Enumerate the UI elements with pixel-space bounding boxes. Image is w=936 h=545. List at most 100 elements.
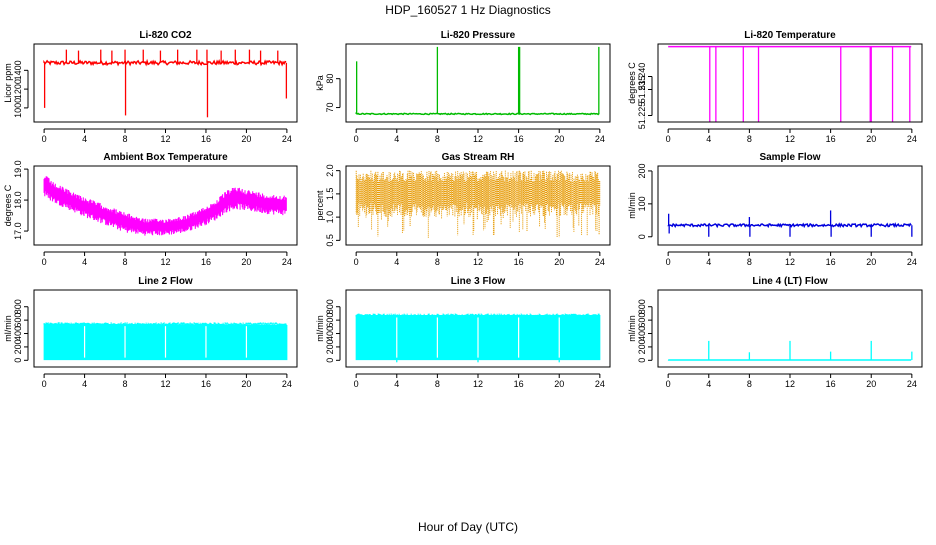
y-tick-label: 0 [325,358,335,363]
x-tick-label: 12 [473,379,483,389]
x-tick-label: 12 [785,379,795,389]
y-tick-label: 1000 [13,98,23,118]
x-tick-label: 8 [435,379,440,389]
x-tick-label: 4 [82,379,87,389]
series [668,210,912,236]
series-band [356,171,600,238]
y-tick-label: 1.5 [325,188,335,201]
x-tick-label: 20 [241,134,251,144]
x-tick-label: 20 [554,379,564,389]
x-tick-label: 20 [241,257,251,267]
series-band [44,176,286,235]
panel-title: Ambient Box Temperature [103,152,228,163]
y-axis-label: degrees C [3,184,13,226]
x-tick-label: 24 [282,134,292,144]
panel-title: Line 3 Flow [451,276,506,287]
x-tick-label: 12 [160,379,170,389]
x-tick-label: 8 [123,257,128,267]
x-tick-label: 16 [514,134,524,144]
x-tick-label: 16 [201,134,211,144]
x-tick-label: 8 [123,134,128,144]
plot-frame [34,44,297,122]
y-tick-label: 200 [637,163,647,178]
x-tick-label: 16 [514,257,524,267]
figure-title: HDP_160527 1 Hz Diagnostics [385,3,550,17]
x-tick-label: 16 [826,257,836,267]
x-tick-label: 12 [785,134,795,144]
x-tick-label: 20 [241,379,251,389]
x-tick-label: 16 [826,379,836,389]
panel-title: Li-820 Temperature [744,30,836,41]
plot-frame [658,44,922,122]
y-axis-label: kPa [315,75,325,91]
x-tick-label: 8 [747,257,752,267]
x-tick-label: 24 [282,379,292,389]
series [356,171,600,238]
y-axis-label: ml/min [627,192,637,219]
y-tick-label: 0.5 [325,234,335,247]
x-tick-label: 4 [82,134,87,144]
x-tick-label: 0 [666,379,671,389]
series [356,47,599,115]
series-line [356,113,599,114]
y-tick-label: 2.0 [325,164,335,177]
y-tick-label: 0 [637,234,647,239]
x-tick-label: 0 [354,257,359,267]
y-axis-label: ml/min [3,315,13,342]
y-axis-label: ml/min [627,315,637,342]
y-axis-label: ml/min [315,315,325,342]
y-tick-label: 1.0 [325,211,335,224]
panel-title: Gas Stream RH [442,152,515,163]
x-tick-label: 8 [747,379,752,389]
x-tick-label: 8 [123,379,128,389]
plot-frame [346,44,610,122]
y-tick-label: 51.240 [637,63,647,91]
x-tick-label: 16 [201,379,211,389]
x-tick-label: 0 [42,379,47,389]
x-tick-label: 0 [42,134,47,144]
x-tick-label: 24 [907,257,917,267]
series [356,313,600,362]
x-tick-label: 24 [907,134,917,144]
x-tick-label: 20 [866,134,876,144]
x-tick-label: 12 [160,257,170,267]
series [668,47,911,122]
y-tick-label: 0 [13,358,23,363]
x-axis: 0 4 8 12 16 20 24 [42,129,292,144]
y-tick-label: 800 [13,299,23,314]
x-tick-label: 4 [394,134,399,144]
x-tick-label: 0 [42,257,47,267]
y-axis-label: percent [315,190,325,221]
y-tick-label: 51.225 [637,102,647,130]
x-tick-label: 12 [473,134,483,144]
x-tick-label: 12 [160,134,170,144]
x-tick-label: 0 [354,134,359,144]
y-tick-label: 800 [325,299,335,314]
x-tick-label: 24 [595,257,605,267]
x-tick-label: 20 [866,379,876,389]
x-axis: 0 4 8 12 16 20 24 [42,374,292,389]
panel-title: Sample Flow [759,152,820,163]
x-tick-label: 8 [435,134,440,144]
figure-xlabel: Hour of Day (UTC) [418,520,518,534]
x-tick-label: 16 [201,257,211,267]
y-tick-label: 18.0 [13,191,23,209]
x-tick-label: 20 [866,257,876,267]
